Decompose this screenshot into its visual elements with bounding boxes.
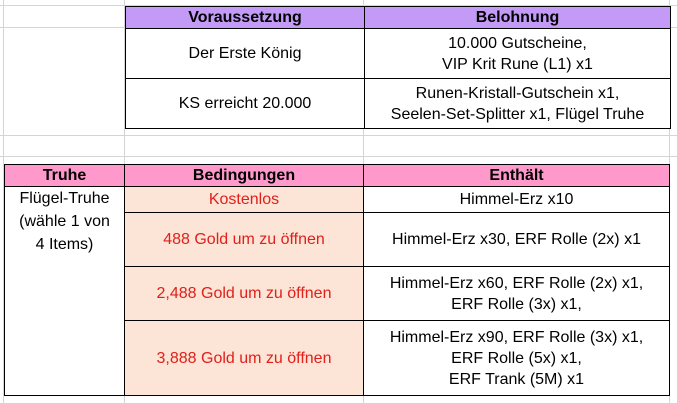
chest-table-header: Truhe Bedingungen Enthält [4,164,670,187]
contents-line: Himmel-Erz x30, ERF Rolle (2x) x1 [392,231,641,248]
table-row: Der Erste König 10.000 Gutscheine, VIP K… [125,28,671,79]
contents-line: ERF Trank (5M) x1 [448,370,585,388]
condition-cell: 2,488 Gold um zu öffnen [124,266,364,321]
reward-table-header: Voraussetzung Belohnung [125,6,671,29]
table-row: 3,888 Gold um zu öffnen Himmel-Erz x90, … [5,320,670,396]
reward-line: Runen-Kristall-Gutschein x1, [415,84,620,102]
reward-line: VIP Krit Rune (L1) x1 [442,55,593,73]
table-row: KS erreicht 20.000 Runen-Kristall-Gutsch… [125,78,671,129]
chest-line: (wähle 1 von [19,213,110,230]
chest-line: 4 Items) [35,236,94,253]
condition-cell: Kostenlos [124,186,364,213]
chest-name-cell: Flügel-Truhe (wähle 1 von 4 Items) [4,186,125,396]
header-voraussetzung: Voraussetzung [125,6,365,29]
reward-cell: 10.000 Gutscheine, VIP Krit Rune (L1) x1 [364,28,671,79]
condition-cell: 3,888 Gold um zu öffnen [124,320,364,396]
header-belohnung: Belohnung [364,6,671,29]
contents-cell: Himmel-Erz x10 [363,186,670,213]
contents-cell: Himmel-Erz x30, ERF Rolle (2x) x1 [363,212,670,267]
reward-cell: Runen-Kristall-Gutschein x1, Seelen-Set-… [364,78,671,129]
reward-line: Seelen-Set-Splitter x1, Flügel Truhe [390,105,645,123]
contents-line: Himmel-Erz x60, ERF Rolle (2x) x1, [389,274,644,292]
condition-cell: 488 Gold um zu öffnen [124,212,364,267]
header-truhe: Truhe [4,164,125,187]
condition-cell: KS erreicht 20.000 [125,78,365,129]
reward-table: Voraussetzung Belohnung Der Erste König … [125,6,671,129]
contents-cell: Himmel-Erz x90, ERF Rolle (3x) x1, ERF R… [363,320,670,396]
contents-line: ERF Rolle (3x) x1, [451,295,582,313]
contents-line: Himmel-Erz x10 [459,191,574,208]
contents-line: Himmel-Erz x90, ERF Rolle (3x) x1, [389,328,644,346]
condition-cell: Der Erste König [125,28,365,79]
header-bedingungen: Bedingungen [124,164,364,187]
table-row: 2,488 Gold um zu öffnen Himmel-Erz x60, … [5,266,670,321]
table-row: Flügel-Truhe (wähle 1 von 4 Items) Koste… [4,186,670,396]
chest-table: Truhe Bedingungen Enthält Flügel-Truhe (… [4,164,670,396]
reward-line: 10.000 Gutscheine, [448,34,587,52]
header-enthaelt: Enthält [363,164,670,187]
contents-cell: Himmel-Erz x60, ERF Rolle (2x) x1, ERF R… [363,266,670,321]
contents-line: ERF Rolle (5x) x1, [451,349,582,367]
chest-line: Flügel-Truhe [19,190,110,207]
